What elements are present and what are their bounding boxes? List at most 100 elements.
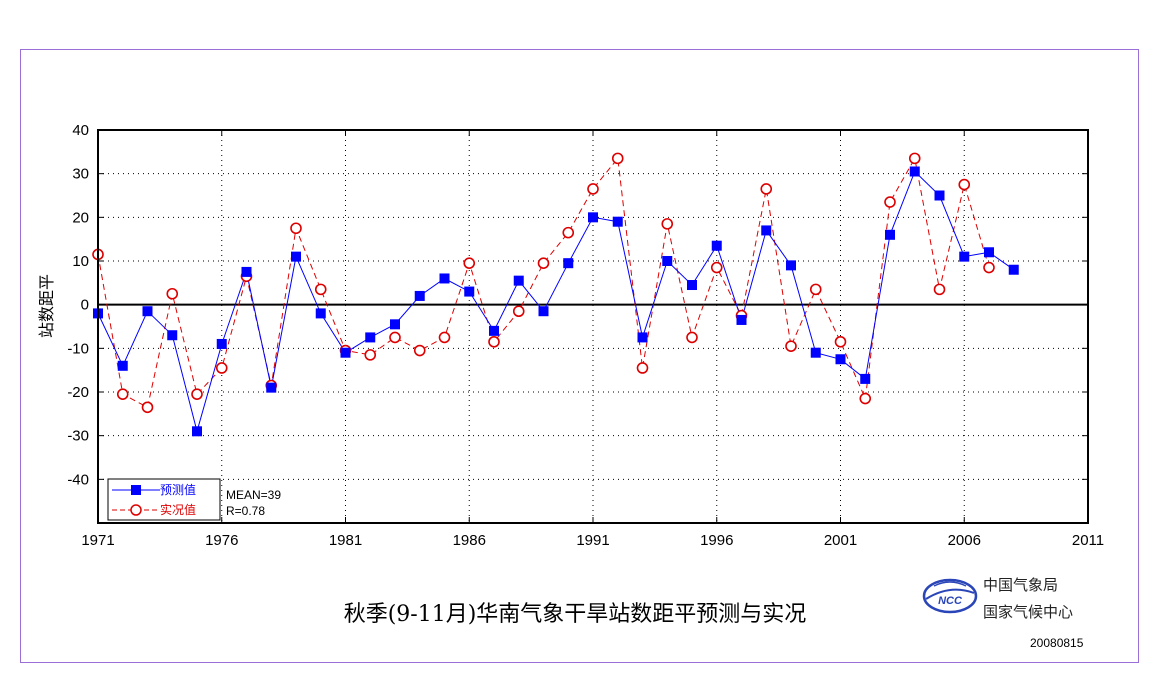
axis-ticks: -40 -30 -20 -10 0 10 20 30 40 1971 1976 1981 1986 199… bbox=[67, 122, 1104, 549]
x-tick-label: 1991 bbox=[576, 532, 609, 549]
y-tick-label: -20 bbox=[67, 384, 89, 401]
observed-point bbox=[562, 226, 575, 239]
outer-frame bbox=[20, 49, 1139, 663]
forecast-point bbox=[786, 260, 796, 271]
y-tick-label: 10 bbox=[72, 253, 89, 270]
y-tick-label: -40 bbox=[67, 471, 89, 488]
observed-point bbox=[488, 335, 500, 348]
forecast-point bbox=[365, 332, 376, 343]
forecast-point bbox=[662, 256, 673, 266]
x-tick-label: 2011 bbox=[1072, 532, 1104, 549]
x-tick-label: 1976 bbox=[205, 532, 238, 549]
y-tick-label: -10 bbox=[67, 340, 89, 357]
observed-point bbox=[413, 344, 426, 357]
x-tick-label: 2001 bbox=[824, 532, 857, 549]
chart-title: 秋季(9-11月)华南气象干旱站数距平预测与实况 bbox=[344, 602, 807, 627]
y-tick-label: 20 bbox=[72, 209, 89, 226]
date-stamp: 20080815 bbox=[1030, 636, 1084, 650]
observed-point bbox=[983, 261, 995, 274]
observed-point bbox=[587, 183, 599, 195]
observed-point bbox=[290, 222, 302, 235]
forecast-point bbox=[241, 266, 252, 277]
forecast-point bbox=[984, 247, 994, 258]
forecast-point bbox=[489, 325, 499, 336]
y-axis-label: 站数距平 bbox=[37, 274, 56, 338]
legend-forecast-marker bbox=[131, 485, 141, 495]
observed-point bbox=[933, 283, 946, 296]
forecast-point bbox=[142, 306, 153, 317]
observed-point bbox=[958, 178, 971, 191]
observed-point bbox=[364, 349, 377, 361]
forecast-point bbox=[390, 319, 400, 330]
x-tick-label: 1996 bbox=[700, 532, 733, 549]
x-tick-label: 2006 bbox=[948, 532, 981, 549]
forecast-point bbox=[216, 338, 227, 349]
observed-point bbox=[314, 283, 327, 296]
forecast-point bbox=[439, 273, 450, 284]
forecast-point bbox=[687, 280, 697, 291]
y-tick-label: 40 bbox=[72, 122, 89, 139]
observed-point bbox=[166, 287, 179, 300]
logo-text: NCC bbox=[938, 595, 963, 607]
org-name-cma: 中国气象局 bbox=[983, 576, 1058, 594]
forecast-series-line bbox=[97, 170, 1015, 434]
r-annotation: R=0.78 bbox=[226, 504, 265, 518]
legend-observed-label: 实况值 bbox=[160, 502, 196, 517]
observed-point bbox=[215, 362, 228, 374]
observed-point bbox=[389, 331, 401, 344]
forecast-point bbox=[538, 306, 549, 317]
observed-point bbox=[884, 196, 896, 208]
mean-annotation: MEAN=39 bbox=[226, 488, 281, 502]
org-name-ncc: 国家气候中心 bbox=[983, 603, 1073, 621]
observed-point bbox=[760, 183, 773, 195]
observed-point bbox=[537, 257, 550, 269]
forecast-point bbox=[117, 360, 128, 371]
forecast-point bbox=[711, 240, 722, 251]
observed-point bbox=[809, 283, 822, 296]
observed-point bbox=[661, 218, 674, 230]
x-tick-label: 1986 bbox=[453, 532, 486, 549]
forecast-point bbox=[588, 212, 598, 223]
forecast-point bbox=[266, 382, 277, 393]
legend-observed-marker bbox=[130, 504, 142, 516]
forecast-point bbox=[167, 330, 178, 341]
series-layer bbox=[92, 152, 1019, 437]
observed-point bbox=[859, 392, 872, 405]
forecast-point bbox=[637, 332, 648, 343]
x-tick-label: 1971 bbox=[81, 532, 114, 549]
observed-point bbox=[785, 340, 797, 352]
forecast-point bbox=[563, 258, 574, 269]
y-tick-label: -30 bbox=[67, 428, 89, 445]
forecast-point bbox=[340, 347, 351, 358]
observed-point bbox=[611, 152, 624, 165]
logo-globe-icon bbox=[922, 578, 978, 614]
forecast-point bbox=[934, 190, 945, 201]
forecast-point bbox=[885, 229, 895, 240]
observed-series-line bbox=[97, 156, 990, 409]
legend-forecast-label: 预测值 bbox=[160, 482, 196, 497]
forecast-point bbox=[736, 314, 747, 325]
observed-point bbox=[636, 362, 649, 374]
observed-point bbox=[141, 401, 154, 414]
observed-point bbox=[463, 257, 476, 269]
observed-point bbox=[438, 331, 451, 344]
observed-point bbox=[116, 388, 129, 400]
logo-arc-icon bbox=[933, 581, 967, 587]
observed-point bbox=[686, 331, 698, 344]
legend: 预测值 实况值 bbox=[107, 478, 221, 521]
observed-point bbox=[908, 152, 921, 165]
forecast-point bbox=[291, 251, 301, 262]
y-tick-label: 30 bbox=[72, 166, 89, 183]
observed-point bbox=[512, 305, 525, 318]
y-tick-label: 0 bbox=[81, 297, 89, 314]
forecast-point bbox=[909, 166, 920, 177]
forecast-point bbox=[464, 286, 475, 297]
forecast-point bbox=[761, 225, 772, 236]
forecast-point bbox=[810, 347, 821, 358]
forecast-point bbox=[612, 216, 623, 227]
forecast-point bbox=[959, 251, 970, 262]
forecast-point bbox=[835, 354, 846, 365]
observed-point bbox=[834, 335, 847, 348]
observed-point bbox=[191, 388, 203, 400]
